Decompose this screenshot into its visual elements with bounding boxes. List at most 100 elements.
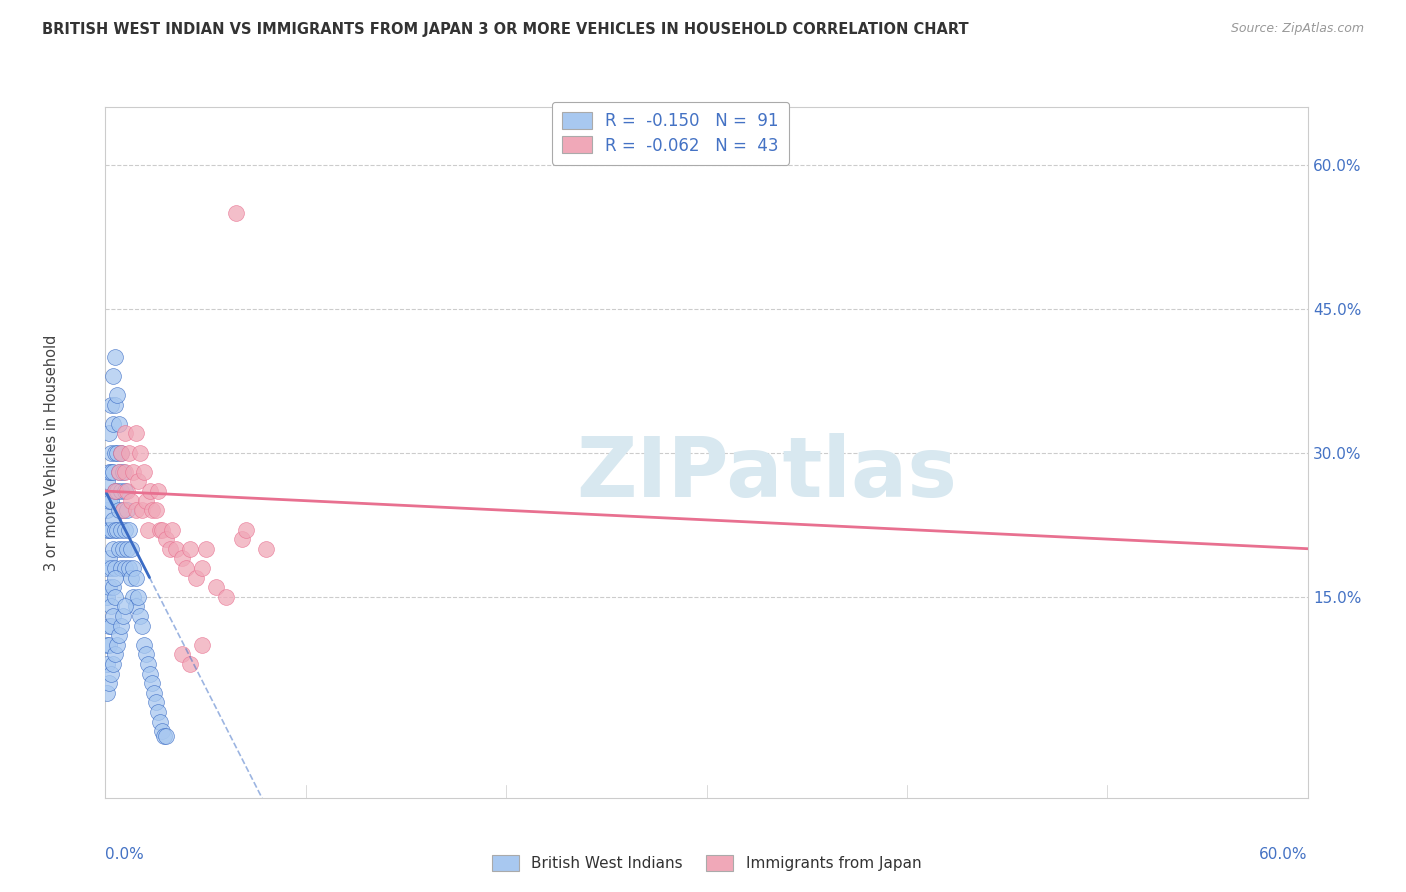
Point <box>103 368 125 383</box>
Point <box>107 446 129 460</box>
Point <box>148 714 170 729</box>
Point <box>98 580 121 594</box>
Point <box>98 465 121 479</box>
Point <box>124 599 146 614</box>
Point <box>100 618 122 632</box>
Point <box>124 570 146 584</box>
Point <box>114 599 136 614</box>
Point <box>107 484 129 499</box>
Point <box>100 465 122 479</box>
Point <box>152 729 174 743</box>
Text: 3 or more Vehicles in Household: 3 or more Vehicles in Household <box>44 334 59 571</box>
Point <box>103 465 125 479</box>
Point <box>104 398 127 412</box>
Legend: British West Indians, Immigrants from Japan: British West Indians, Immigrants from Ja… <box>482 847 931 880</box>
Point <box>155 729 177 743</box>
Point <box>100 561 122 575</box>
Point <box>165 541 187 556</box>
Point <box>136 523 159 537</box>
Point <box>114 465 136 479</box>
Point <box>122 590 145 604</box>
Point <box>117 484 139 499</box>
Point <box>122 465 145 479</box>
Point <box>103 513 125 527</box>
Text: ZIPatlas: ZIPatlas <box>576 433 957 514</box>
Point <box>96 590 118 604</box>
Point <box>118 523 141 537</box>
Point <box>128 446 150 460</box>
Point <box>184 570 207 584</box>
Point <box>150 724 173 739</box>
Point <box>112 541 135 556</box>
Point <box>100 493 122 508</box>
Point <box>118 561 141 575</box>
Point <box>190 638 212 652</box>
Point <box>132 638 155 652</box>
Point <box>110 561 132 575</box>
Point <box>179 541 201 556</box>
Point <box>110 446 132 460</box>
Point <box>112 608 135 623</box>
Point <box>124 503 146 517</box>
Point <box>98 523 121 537</box>
Point <box>112 465 135 479</box>
Point <box>98 551 121 566</box>
Point <box>104 523 127 537</box>
Point <box>103 580 125 594</box>
Point <box>96 561 118 575</box>
Point <box>190 561 212 575</box>
Point <box>127 475 149 489</box>
Point <box>160 523 183 537</box>
Point <box>135 493 157 508</box>
Point <box>194 541 217 556</box>
Point <box>128 608 150 623</box>
Point <box>136 657 159 671</box>
Point <box>155 532 177 546</box>
Point <box>100 398 122 412</box>
Point <box>114 561 136 575</box>
Point <box>100 666 122 681</box>
Point <box>118 446 141 460</box>
Point <box>204 580 226 594</box>
Point <box>96 657 118 671</box>
Point <box>214 590 236 604</box>
Point <box>110 446 132 460</box>
Point <box>107 638 129 652</box>
Point <box>114 523 136 537</box>
Point <box>104 350 127 364</box>
Point <box>148 523 170 537</box>
Point <box>103 541 125 556</box>
Point <box>108 417 131 431</box>
Point <box>96 638 118 652</box>
Point <box>96 686 118 700</box>
Point <box>117 503 139 517</box>
Point <box>159 541 181 556</box>
Point <box>108 503 131 517</box>
Text: BRITISH WEST INDIAN VS IMMIGRANTS FROM JAPAN 3 OR MORE VEHICLES IN HOUSEHOLD COR: BRITISH WEST INDIAN VS IMMIGRANTS FROM J… <box>42 22 969 37</box>
Point <box>107 388 129 402</box>
Text: 60.0%: 60.0% <box>1260 847 1308 862</box>
Point <box>132 465 155 479</box>
Point <box>121 570 143 584</box>
Point <box>231 532 253 546</box>
Point <box>142 686 165 700</box>
Point <box>174 561 197 575</box>
Point <box>138 666 160 681</box>
Point <box>131 618 153 632</box>
Point <box>138 484 160 499</box>
Point <box>110 618 132 632</box>
Point <box>146 484 169 499</box>
Point <box>141 676 163 690</box>
Point <box>108 465 131 479</box>
Point <box>104 590 127 604</box>
Point <box>170 551 193 566</box>
Point <box>145 695 167 709</box>
Point <box>117 541 139 556</box>
Point <box>112 503 135 517</box>
Point <box>146 705 169 719</box>
Point <box>131 503 153 517</box>
Point <box>104 446 127 460</box>
Point <box>104 561 127 575</box>
Point <box>103 608 125 623</box>
Point <box>254 541 277 556</box>
